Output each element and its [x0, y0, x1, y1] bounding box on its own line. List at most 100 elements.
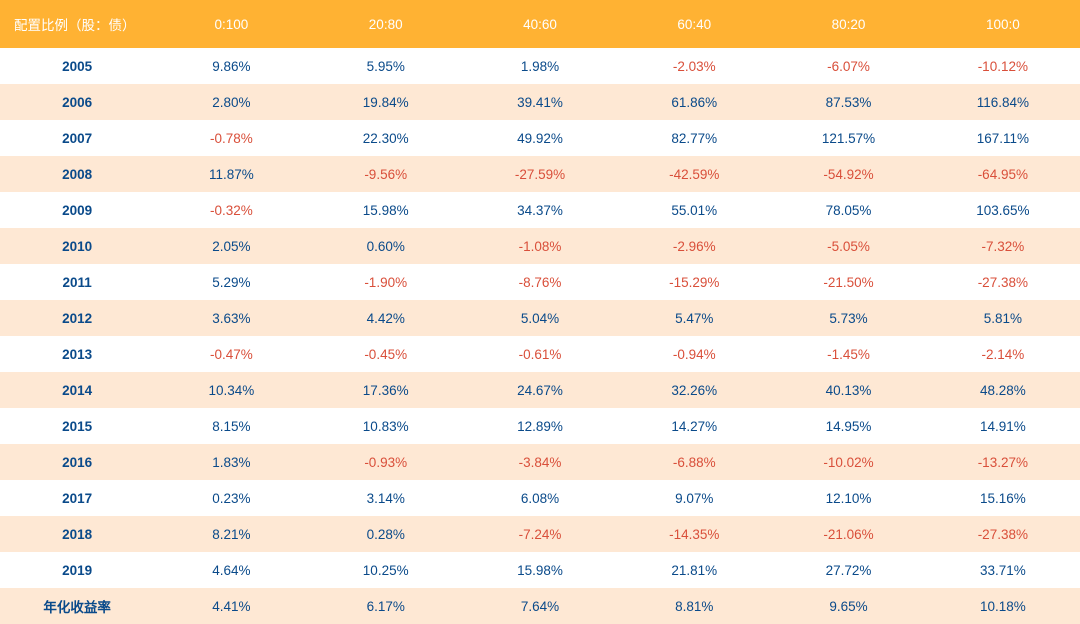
value-cell: 24.67% [463, 372, 617, 408]
value-cell: 2.80% [154, 84, 308, 120]
value-cell: 9.07% [617, 480, 771, 516]
value-cell: 19.84% [309, 84, 463, 120]
value-cell: 39.41% [463, 84, 617, 120]
value-cell: -54.92% [771, 156, 925, 192]
table-row: 20170.23%3.14%6.08%9.07%12.10%15.16% [0, 480, 1080, 516]
value-cell: 78.05% [771, 192, 925, 228]
value-cell: 8.15% [154, 408, 308, 444]
year-cell: 2018 [0, 516, 154, 552]
header-col-3: 60:40 [617, 0, 771, 48]
value-cell: 15.98% [309, 192, 463, 228]
value-cell: 14.27% [617, 408, 771, 444]
value-cell: -0.94% [617, 336, 771, 372]
value-cell: -27.59% [463, 156, 617, 192]
header-col-4: 80:20 [771, 0, 925, 48]
value-cell: 33.71% [926, 552, 1080, 588]
value-cell: 6.17% [309, 588, 463, 624]
year-cell: 2009 [0, 192, 154, 228]
value-cell: 10.18% [926, 588, 1080, 624]
value-cell: 9.86% [154, 48, 308, 84]
table-row: 20115.29%-1.90%-8.76%-15.29%-21.50%-27.3… [0, 264, 1080, 300]
value-cell: 32.26% [617, 372, 771, 408]
value-cell: 82.77% [617, 120, 771, 156]
value-cell: 167.11% [926, 120, 1080, 156]
value-cell: 1.98% [463, 48, 617, 84]
value-cell: -42.59% [617, 156, 771, 192]
value-cell: -1.08% [463, 228, 617, 264]
value-cell: -10.12% [926, 48, 1080, 84]
value-cell: 27.72% [771, 552, 925, 588]
value-cell: 40.13% [771, 372, 925, 408]
value-cell: -7.32% [926, 228, 1080, 264]
table-row: 20158.15%10.83%12.89%14.27%14.95%14.91% [0, 408, 1080, 444]
value-cell: -8.76% [463, 264, 617, 300]
value-cell: 17.36% [309, 372, 463, 408]
value-cell: -5.05% [771, 228, 925, 264]
value-cell: 5.81% [926, 300, 1080, 336]
allocation-returns-table: 配置比例（股：债） 0:100 20:80 40:60 60:40 80:20 … [0, 0, 1080, 624]
value-cell: -7.24% [463, 516, 617, 552]
year-cell: 2013 [0, 336, 154, 372]
table-row: 20059.86%5.95%1.98%-2.03%-6.07%-10.12% [0, 48, 1080, 84]
value-cell: -13.27% [926, 444, 1080, 480]
value-cell: -21.50% [771, 264, 925, 300]
table-row: 20161.83%-0.93%-3.84%-6.88%-10.02%-13.27… [0, 444, 1080, 480]
value-cell: 34.37% [463, 192, 617, 228]
value-cell: -0.32% [154, 192, 308, 228]
value-cell: -27.38% [926, 516, 1080, 552]
year-cell: 2005 [0, 48, 154, 84]
year-cell: 2012 [0, 300, 154, 336]
value-cell: -6.07% [771, 48, 925, 84]
value-cell: 12.89% [463, 408, 617, 444]
value-cell: 0.60% [309, 228, 463, 264]
value-cell: 5.73% [771, 300, 925, 336]
value-cell: -1.45% [771, 336, 925, 372]
value-cell: 10.83% [309, 408, 463, 444]
year-cell: 2015 [0, 408, 154, 444]
value-cell: 22.30% [309, 120, 463, 156]
value-cell: 0.28% [309, 516, 463, 552]
value-cell: 4.41% [154, 588, 308, 624]
value-cell: -2.96% [617, 228, 771, 264]
value-cell: -21.06% [771, 516, 925, 552]
value-cell: -0.78% [154, 120, 308, 156]
table-header-row: 配置比例（股：债） 0:100 20:80 40:60 60:40 80:20 … [0, 0, 1080, 48]
year-cell: 2017 [0, 480, 154, 516]
value-cell: -64.95% [926, 156, 1080, 192]
value-cell: 15.16% [926, 480, 1080, 516]
value-cell: 3.14% [309, 480, 463, 516]
table-row: 20194.64%10.25%15.98%21.81%27.72%33.71% [0, 552, 1080, 588]
header-col-2: 40:60 [463, 0, 617, 48]
value-cell: -3.84% [463, 444, 617, 480]
value-cell: 9.65% [771, 588, 925, 624]
value-cell: -14.35% [617, 516, 771, 552]
header-col-5: 100:0 [926, 0, 1080, 48]
table-row: 20102.05%0.60%-1.08%-2.96%-5.05%-7.32% [0, 228, 1080, 264]
value-cell: -27.38% [926, 264, 1080, 300]
header-label: 配置比例（股：债） [0, 0, 154, 48]
value-cell: 116.84% [926, 84, 1080, 120]
value-cell: 1.83% [154, 444, 308, 480]
value-cell: 5.04% [463, 300, 617, 336]
year-cell: 2007 [0, 120, 154, 156]
table-row: 20123.63%4.42%5.04%5.47%5.73%5.81% [0, 300, 1080, 336]
value-cell: 14.91% [926, 408, 1080, 444]
value-cell: 6.08% [463, 480, 617, 516]
table-body: 20059.86%5.95%1.98%-2.03%-6.07%-10.12%20… [0, 48, 1080, 624]
table-row: 20062.80%19.84%39.41%61.86%87.53%116.84% [0, 84, 1080, 120]
table-row: 2013-0.47%-0.45%-0.61%-0.94%-1.45%-2.14% [0, 336, 1080, 372]
value-cell: -2.03% [617, 48, 771, 84]
header-col-0: 0:100 [154, 0, 308, 48]
value-cell: 87.53% [771, 84, 925, 120]
value-cell: 4.42% [309, 300, 463, 336]
value-cell: 3.63% [154, 300, 308, 336]
value-cell: 7.64% [463, 588, 617, 624]
year-cell: 2011 [0, 264, 154, 300]
value-cell: 21.81% [617, 552, 771, 588]
value-cell: 5.29% [154, 264, 308, 300]
value-cell: 8.21% [154, 516, 308, 552]
value-cell: -15.29% [617, 264, 771, 300]
value-cell: -0.93% [309, 444, 463, 480]
year-cell: 年化收益率 [0, 588, 154, 624]
year-cell: 2006 [0, 84, 154, 120]
